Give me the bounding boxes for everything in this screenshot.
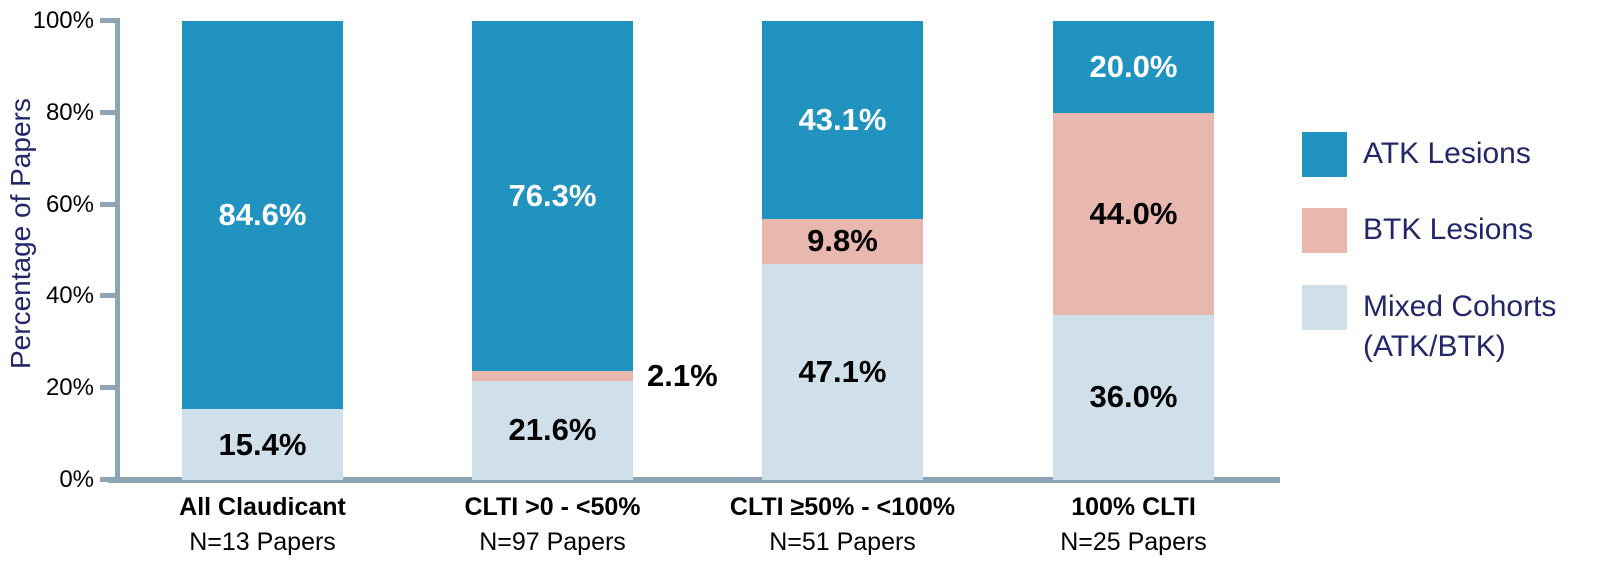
legend-swatch-btk <box>1302 208 1347 253</box>
y-tick-label: 60% <box>45 190 94 218</box>
legend-label-line: (ATK/BTK) <box>1363 330 1506 363</box>
legend-swatch-mixed <box>1302 285 1347 330</box>
category-name: CLTI >0 - <50% <box>464 493 641 521</box>
value-label-btk-bar-3: 9.8% <box>807 223 878 259</box>
category-n-papers: N=25 Papers <box>1060 528 1207 556</box>
legend-label-mixed: Mixed Cohorts (ATK/BTK) <box>1363 287 1598 367</box>
legend-label-atk: ATK Lesions <box>1363 134 1598 174</box>
value-label-mixed-bar-4: 36.0% <box>1089 379 1178 415</box>
legend-label-btk: BTK Lesions <box>1363 210 1598 250</box>
value-label-btk-bar-2-outside: 2.1% <box>647 358 718 394</box>
y-tick-mark <box>100 201 116 207</box>
bar-3-segment-btk <box>762 218 923 264</box>
y-tick-mark <box>100 18 116 23</box>
legend-label-line: Mixed Cohorts <box>1363 290 1557 323</box>
y-tick-label: 0% <box>59 466 94 493</box>
bar-1-segment-atk <box>182 21 343 410</box>
bar-4-segment-atk <box>1053 21 1214 113</box>
y-tick-mark <box>100 109 116 115</box>
y-tick-mark <box>100 385 116 391</box>
category-label-1: All Claudicant N=13 Papers <box>93 490 433 560</box>
category-name: All Claudicant <box>179 493 346 521</box>
y-axis-title: Percentage of Papers <box>5 98 36 369</box>
bar-3-segment-mixed <box>762 263 923 480</box>
value-label-mixed-bar-2: 21.6% <box>508 412 597 448</box>
category-label-4: 100% CLTI N=25 Papers <box>964 490 1304 560</box>
category-n-papers: N=51 Papers <box>769 528 916 556</box>
bar-4-segment-btk <box>1053 112 1214 315</box>
y-tick-label: 40% <box>45 282 94 310</box>
legend-swatch-atk <box>1302 132 1347 177</box>
value-label-mixed-bar-3: 47.1% <box>798 353 887 389</box>
y-tick-label: 80% <box>45 98 94 126</box>
category-name: CLTI ≥50% - <100% <box>729 493 956 521</box>
value-label-mixed-bar-1: 15.4% <box>218 426 307 462</box>
value-label-atk-bar-3: 43.1% <box>798 101 887 137</box>
value-label-atk-bar-1: 84.6% <box>218 197 307 233</box>
y-tick-mark <box>100 477 116 482</box>
legend-label-line: ATK Lesions <box>1363 137 1531 170</box>
y-tick-mark <box>100 293 116 299</box>
y-tick-label: 100% <box>32 7 94 34</box>
category-name: 100% CLTI <box>1071 493 1196 521</box>
legend-label-line: BTK Lesions <box>1363 213 1534 246</box>
value-label-atk-bar-4: 20.0% <box>1089 48 1178 84</box>
bar-2-segment-btk <box>472 371 633 381</box>
bar-1-segment-mixed <box>182 409 343 480</box>
value-label-atk-bar-2: 76.3% <box>508 178 597 214</box>
category-label-3: CLTI ≥50% - <100% N=51 Papers <box>673 490 1013 560</box>
category-n-papers: N=97 Papers <box>479 528 626 556</box>
category-n-papers: N=13 Papers <box>189 528 336 556</box>
bar-2-segment-mixed <box>472 380 633 480</box>
bar-4-segment-mixed <box>1053 314 1214 480</box>
y-axis-line <box>115 18 120 483</box>
bar-2-segment-atk <box>472 21 633 372</box>
category-label-2: CLTI >0 - <50% N=97 Papers <box>383 490 723 560</box>
y-tick-label: 20% <box>45 374 94 402</box>
value-label-btk-bar-4: 44.0% <box>1089 195 1178 231</box>
x-axis-line <box>108 477 1280 483</box>
bar-3-segment-atk <box>762 21 923 219</box>
